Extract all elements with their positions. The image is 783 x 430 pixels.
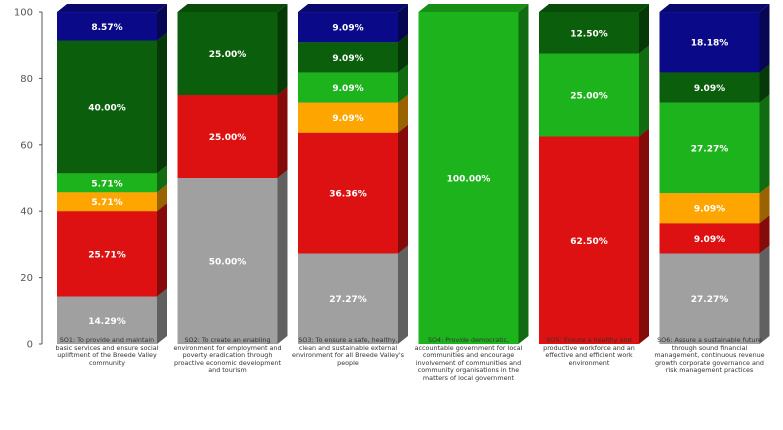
y-tick-label: 80 — [20, 74, 33, 85]
bar-segment-side — [398, 4, 408, 43]
y-tick-label: 40 — [20, 207, 33, 218]
bar-segment — [659, 253, 760, 344]
bar-segment — [57, 296, 157, 344]
data-label: 9.09% — [694, 84, 725, 94]
data-label: 25.00% — [209, 50, 247, 60]
data-label: 18.18% — [691, 39, 729, 49]
data-label: 100.00% — [447, 175, 491, 185]
x-tick-label: SO4: Provide democratic, accountable gov… — [414, 336, 523, 382]
bar-segment-side — [759, 64, 770, 103]
bar-segment-side — [759, 4, 770, 73]
bar-segment-side — [398, 124, 408, 254]
bar-segment-side — [518, 4, 529, 344]
bar-segment — [418, 12, 519, 344]
bar-segment-top — [659, 4, 770, 13]
data-label: 8.57% — [91, 23, 122, 33]
bar-segment — [298, 102, 398, 133]
y-tick-label: 20 — [20, 273, 33, 284]
bar-segment — [57, 12, 157, 41]
x-tick-label: SO2: To create an enabling environment f… — [173, 336, 282, 375]
bar-segment-side — [277, 170, 288, 344]
data-label: 36.36% — [329, 190, 367, 200]
bar-segment — [298, 72, 398, 103]
bar-segment-side — [759, 215, 770, 254]
data-label: 40.00% — [88, 103, 126, 113]
data-label: 9.09% — [694, 235, 725, 245]
bar-segment-side — [398, 94, 408, 133]
bar-segment-top — [298, 4, 408, 13]
data-label: 14.29% — [88, 317, 126, 327]
bar-segment-top — [418, 4, 529, 12]
data-label: 27.27% — [329, 295, 367, 305]
bar-segment-top — [539, 4, 649, 12]
data-label: 5.71% — [91, 179, 122, 189]
data-label: 50.00% — [209, 258, 247, 268]
bar-segment-side — [639, 45, 649, 137]
data-label: 25.00% — [570, 92, 608, 102]
bar-segment — [659, 72, 760, 103]
bar-segment-side — [398, 245, 408, 344]
bar-segment-side — [157, 288, 167, 344]
x-tick-label: SO1: To provide and maintain basic servi… — [55, 336, 159, 367]
bar-segment — [298, 12, 398, 43]
data-label: 9.09% — [332, 24, 363, 34]
data-label: 9.09% — [332, 114, 363, 124]
bar-segment — [298, 253, 398, 344]
bar-segment — [659, 223, 760, 254]
bar-segment-side — [157, 32, 167, 174]
bar-segment — [659, 102, 760, 194]
bar-segment — [177, 178, 278, 344]
bar-segment-side — [759, 245, 770, 344]
data-label: 25.71% — [88, 250, 126, 260]
data-label: 12.50% — [570, 29, 608, 39]
bar-segment-side — [398, 34, 408, 73]
bar-segment — [57, 192, 157, 212]
bar-segment-top — [57, 4, 167, 13]
bar-segment-side — [639, 4, 649, 54]
bar-segment — [539, 12, 639, 54]
y-tick-label: 100 — [14, 8, 33, 19]
bar-segment — [177, 95, 278, 178]
bar-segment-side — [277, 87, 288, 178]
data-label: 9.09% — [332, 54, 363, 64]
data-label: 25.00% — [209, 133, 247, 143]
x-tick-label: SO6: Assure a sustainable future through… — [654, 336, 765, 375]
bar-segment-side — [277, 4, 288, 95]
data-label: 9.09% — [694, 205, 725, 215]
bar-segment — [659, 193, 760, 224]
data-label: 27.27% — [691, 295, 729, 305]
bar-segment — [57, 211, 157, 297]
x-tick-label: SO3: To ensure a safe, healthy, clean an… — [292, 336, 404, 367]
bar-segment-top — [177, 4, 288, 12]
bar-segment — [57, 173, 157, 193]
bar-segment-side — [157, 165, 167, 193]
y-tick-label: 60 — [20, 140, 33, 151]
bar-segment-side — [759, 94, 770, 194]
bar-segment — [57, 40, 157, 174]
bar-segment — [659, 12, 760, 73]
y-tick-label: 0 — [27, 340, 33, 351]
bar-segment-side — [157, 4, 167, 41]
data-label: 5.71% — [91, 198, 122, 208]
bar-segment-side — [157, 184, 167, 212]
data-label: 9.09% — [332, 84, 363, 94]
bar-segment — [298, 132, 398, 254]
bar-segment-side — [639, 128, 649, 344]
bar-segment-side — [157, 203, 167, 297]
bar-segment — [298, 42, 398, 73]
data-label: 62.50% — [570, 237, 608, 247]
bar-segment — [177, 12, 278, 95]
bar-segment-side — [759, 185, 770, 224]
bar-segment — [539, 136, 639, 344]
bar-segment — [539, 53, 639, 137]
bar-segment-side — [398, 64, 408, 103]
x-tick-label: SO5: Ensure a healthy and productive wor… — [543, 336, 635, 367]
data-label: 27.27% — [691, 144, 729, 154]
